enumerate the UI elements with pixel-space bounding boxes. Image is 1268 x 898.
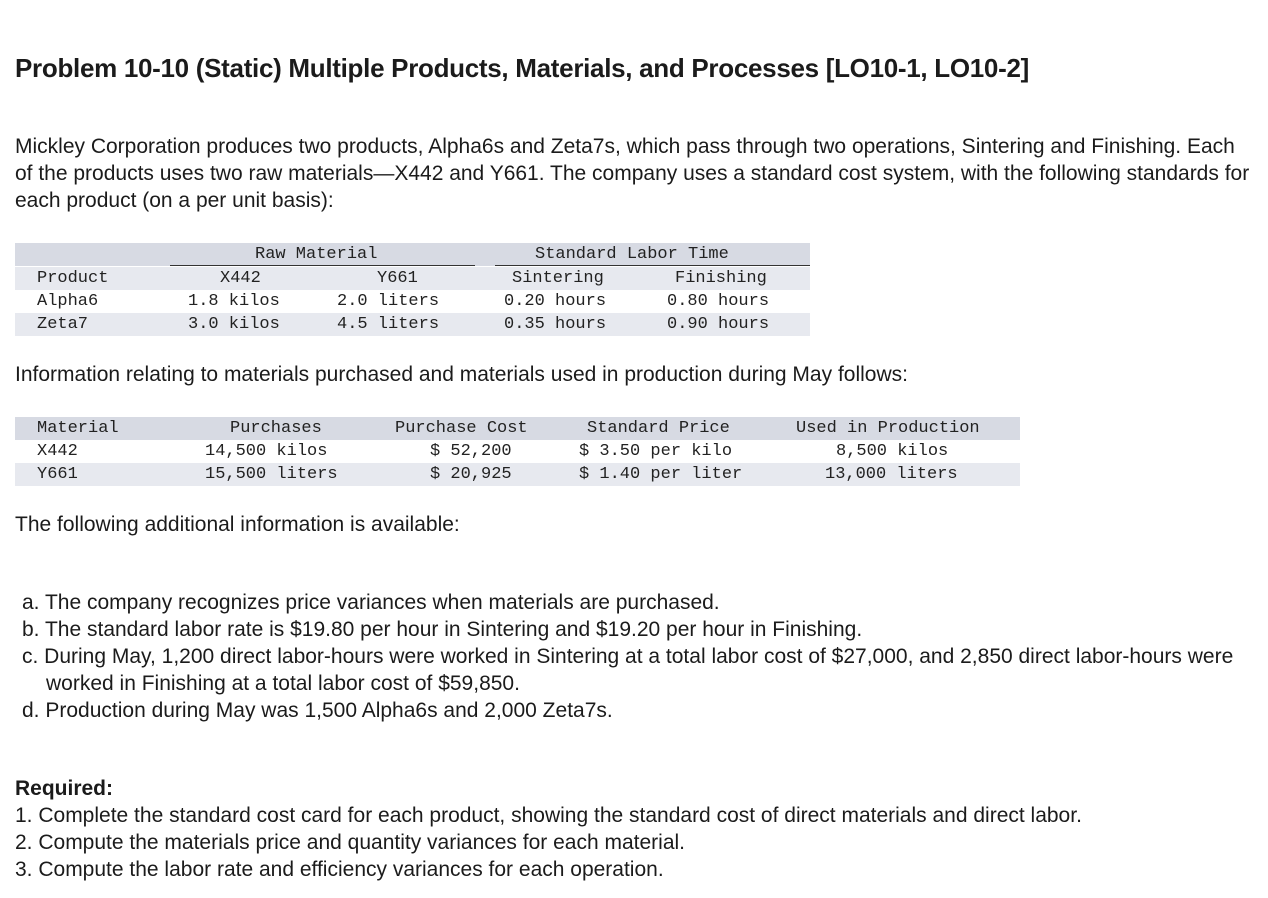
finishing-hours: 0.80 hours (667, 292, 770, 311)
col-y661: Y661 (377, 269, 418, 288)
col-product: Product (37, 269, 109, 288)
required-section: Required: 1. Complete the standard cost … (15, 775, 1082, 883)
table-row: Y661 15,500 liters $ 20,925 $ 1.40 per l… (15, 463, 1020, 486)
required-title: Required: (15, 777, 114, 800)
sintering-hours: 0.20 hours (504, 292, 607, 311)
materials-header-row: Material Purchases Purchase Cost Standar… (15, 417, 1020, 440)
col-purchase-cost: Purchase Cost (395, 419, 528, 438)
purchases: 14,500 kilos (205, 442, 328, 461)
y661-qty: 2.0 liters (337, 292, 440, 311)
x442-qty: 1.8 kilos (188, 292, 280, 311)
standards-header-row: Product X442 Y661 Sintering Finishing (15, 267, 810, 290)
table-row: Zeta7 3.0 kilos 4.5 liters 0.35 hours 0.… (15, 313, 810, 336)
info-paragraph: Information relating to materials purcha… (15, 363, 908, 386)
purchases: 15,500 liters (205, 465, 338, 484)
col-x442: X442 (220, 269, 261, 288)
list-item: a. The company recognizes price variance… (22, 591, 720, 614)
col-sintering: Sintering (512, 269, 604, 288)
x442-qty: 3.0 kilos (188, 315, 280, 334)
standards-group-header-row: Raw Material Standard Labor Time (15, 243, 810, 266)
list-item: c. During May, 1,200 direct labor-hours … (22, 645, 1234, 695)
group-raw-material: Raw Material (255, 245, 378, 264)
table-row: X442 14,500 kilos $ 52,200 $ 3.50 per ki… (15, 440, 1020, 463)
sintering-hours: 0.35 hours (504, 315, 607, 334)
product-name: Zeta7 (37, 315, 89, 334)
col-standard-price: Standard Price (587, 419, 730, 438)
used-in-production: 8,500 kilos (836, 442, 949, 461)
list-item: 3. Compute the labor rate and efficiency… (15, 858, 664, 881)
col-material: Material (37, 419, 119, 438)
col-used-in-production: Used in Production (796, 419, 980, 438)
y661-qty: 4.5 liters (337, 315, 440, 334)
labor-time-underline (495, 265, 810, 266)
finishing-hours: 0.90 hours (667, 315, 770, 334)
additional-info-list: a. The company recognizes price variance… (22, 589, 1242, 724)
page-title: Problem 10-10 (Static) Multiple Products… (15, 53, 1029, 83)
table-row: Alpha6 1.8 kilos 2.0 liters 0.20 hours 0… (15, 290, 810, 313)
col-purchases: Purchases (230, 419, 322, 438)
intro-paragraph: Mickley Corporation produces two product… (15, 135, 1250, 212)
raw-material-underline (170, 265, 475, 266)
list-item: d. Production during May was 1,500 Alpha… (22, 699, 613, 722)
standard-price: $ 1.40 per liter (579, 465, 743, 484)
list-item: b. The standard labor rate is $19.80 per… (22, 618, 863, 641)
additional-info-paragraph: The following additional information is … (15, 513, 460, 536)
list-item: 1. Complete the standard cost card for e… (15, 804, 1082, 827)
material-name: X442 (37, 442, 78, 461)
list-item: 2. Compute the materials price and quant… (15, 831, 686, 854)
purchase-cost: $ 20,925 (430, 465, 512, 484)
used-in-production: 13,000 liters (825, 465, 958, 484)
purchase-cost: $ 52,200 (430, 442, 512, 461)
material-name: Y661 (37, 465, 78, 484)
group-labor-time: Standard Labor Time (535, 245, 729, 264)
standard-price: $ 3.50 per kilo (579, 442, 733, 461)
product-name: Alpha6 (37, 292, 99, 311)
col-finishing: Finishing (675, 269, 767, 288)
